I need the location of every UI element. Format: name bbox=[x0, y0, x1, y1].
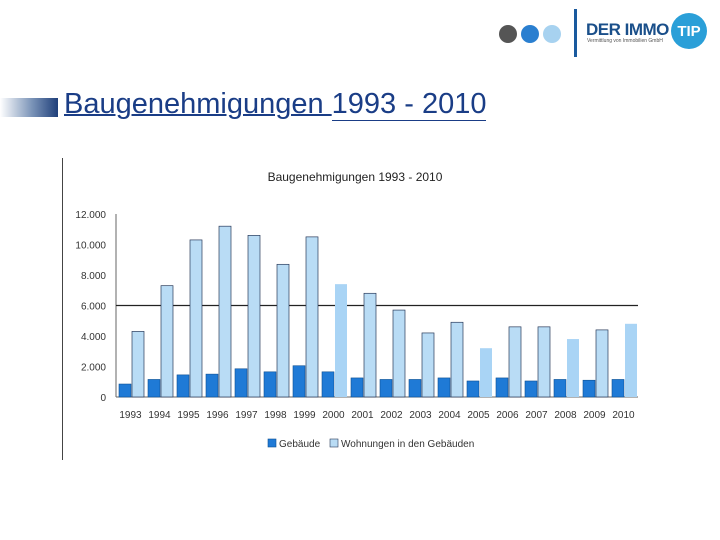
slide-title-part2: 1993 - 2010 bbox=[331, 88, 487, 121]
bar-gebaeude-1993 bbox=[118, 383, 132, 398]
bar-wohnungen-2009 bbox=[595, 329, 609, 398]
bar-wohnungen-2002 bbox=[392, 309, 406, 398]
x-tick-label: 2008 bbox=[554, 410, 577, 421]
y-tick-label: 0 bbox=[100, 393, 106, 404]
x-axis: 1993 1994 1995 1996 1997 1998 1999 2000 2001 2002… bbox=[119, 410, 635, 421]
x-tick-label: 1999 bbox=[293, 410, 316, 421]
slide-title-part1: Baugenehmigungen bbox=[64, 88, 332, 120]
y-tick-label: 10.000 bbox=[75, 241, 106, 252]
y-tick-label: 6.000 bbox=[81, 302, 106, 313]
chart-title: Baugenehmigungen 1993 - 2010 bbox=[268, 170, 443, 184]
y-axis: 0 2.000 4.000 6.000 8.000 10.000 12.000 bbox=[75, 210, 638, 404]
x-tick-label: 1997 bbox=[235, 410, 258, 421]
x-tick-label: 2010 bbox=[612, 410, 635, 421]
x-tick-label: 2009 bbox=[583, 410, 606, 421]
bar-gebaeude-2007 bbox=[524, 380, 538, 398]
bar-wohnungen-2010 bbox=[625, 323, 637, 397]
x-tick-label: 1998 bbox=[264, 410, 287, 421]
logo-divider bbox=[574, 9, 577, 57]
bar-gebaeude-1998 bbox=[263, 371, 277, 398]
bar-gebaeude-1997 bbox=[234, 368, 248, 398]
y-tick-label: 4.000 bbox=[81, 332, 106, 343]
bar-wohnungen-2001 bbox=[363, 292, 377, 398]
x-tick-label: 1994 bbox=[148, 410, 171, 421]
bar-gebaeude-2004 bbox=[437, 377, 451, 398]
bar-gebaeude-2008 bbox=[553, 379, 567, 398]
bar-gebaeude-2001 bbox=[350, 377, 364, 398]
bar-wohnungen-1995 bbox=[189, 239, 203, 398]
logo-dot-light bbox=[543, 25, 561, 43]
x-tick-label: 2003 bbox=[409, 410, 432, 421]
bar-gebaeude-1996 bbox=[205, 373, 219, 398]
x-tick-label: 2007 bbox=[525, 410, 548, 421]
x-tick-label: 1996 bbox=[206, 410, 229, 421]
bar-wohnungen-1997 bbox=[247, 235, 261, 398]
title-accent-bar bbox=[0, 98, 58, 117]
legend-swatch-gebaeude bbox=[267, 438, 277, 448]
legend-label-wohnungen: Wohnungen in den Gebäuden bbox=[341, 439, 474, 450]
x-tick-label: 2001 bbox=[351, 410, 374, 421]
bar-wohnungen-2004 bbox=[450, 321, 464, 398]
bar-gebaeude-1999 bbox=[292, 365, 306, 398]
slide-title: Baugenehmigungen 1993 - 2010 bbox=[64, 88, 487, 121]
bar-gebaeude-1995 bbox=[176, 374, 190, 398]
bar-wohnungen-2005 bbox=[480, 348, 492, 397]
bar-wohnungen-1998 bbox=[276, 263, 290, 398]
bars bbox=[118, 225, 637, 398]
logo-name: DER IMMO bbox=[586, 20, 669, 39]
logo-tagline: Vermittlung von Immobilien GmbH bbox=[587, 38, 663, 44]
x-tick-label: 2006 bbox=[496, 410, 519, 421]
chart-legend: Gebäude Wohnungen in den Gebäuden bbox=[267, 438, 474, 450]
logo-dot-blue bbox=[521, 25, 539, 43]
y-tick-label: 12.000 bbox=[75, 210, 106, 221]
bar-wohnungen-2006 bbox=[508, 326, 522, 398]
x-tick-label: 1995 bbox=[177, 410, 200, 421]
bar-wohnungen-2008 bbox=[567, 339, 579, 397]
bar-wohnungen-2003 bbox=[421, 332, 435, 398]
bar-wohnungen-2000 bbox=[335, 284, 347, 397]
y-tick-label: 2.000 bbox=[81, 363, 106, 374]
x-tick-label: 1993 bbox=[119, 410, 142, 421]
bar-gebaeude-2009 bbox=[582, 379, 596, 398]
logo-dot-dark bbox=[499, 25, 517, 43]
bar-gebaeude-2003 bbox=[408, 379, 422, 398]
bar-wohnungen-1993 bbox=[131, 331, 145, 398]
x-tick-label: 2000 bbox=[322, 410, 345, 421]
bar-wohnungen-1999 bbox=[305, 236, 319, 398]
bar-gebaeude-2006 bbox=[495, 377, 509, 398]
legend-swatch-wohnungen bbox=[329, 438, 339, 448]
x-tick-label: 2005 bbox=[467, 410, 490, 421]
logo-badge: TIP bbox=[671, 13, 707, 49]
bar-wohnungen-1996 bbox=[218, 225, 232, 398]
bar-gebaeude-2005 bbox=[466, 380, 480, 398]
bar-gebaeude-1994 bbox=[147, 379, 161, 398]
bar-gebaeude-2010 bbox=[611, 379, 625, 398]
bar-gebaeude-2002 bbox=[379, 379, 393, 398]
bar-wohnungen-1994 bbox=[160, 285, 174, 398]
bar-wohnungen-2007 bbox=[537, 326, 551, 398]
x-tick-label: 2002 bbox=[380, 410, 403, 421]
y-tick-label: 8.000 bbox=[81, 271, 106, 282]
bar-gebaeude-2000 bbox=[321, 371, 335, 398]
x-tick-label: 2004 bbox=[438, 410, 461, 421]
legend-label-gebaeude: Gebäude bbox=[279, 439, 321, 450]
chart-left-border bbox=[62, 158, 63, 460]
